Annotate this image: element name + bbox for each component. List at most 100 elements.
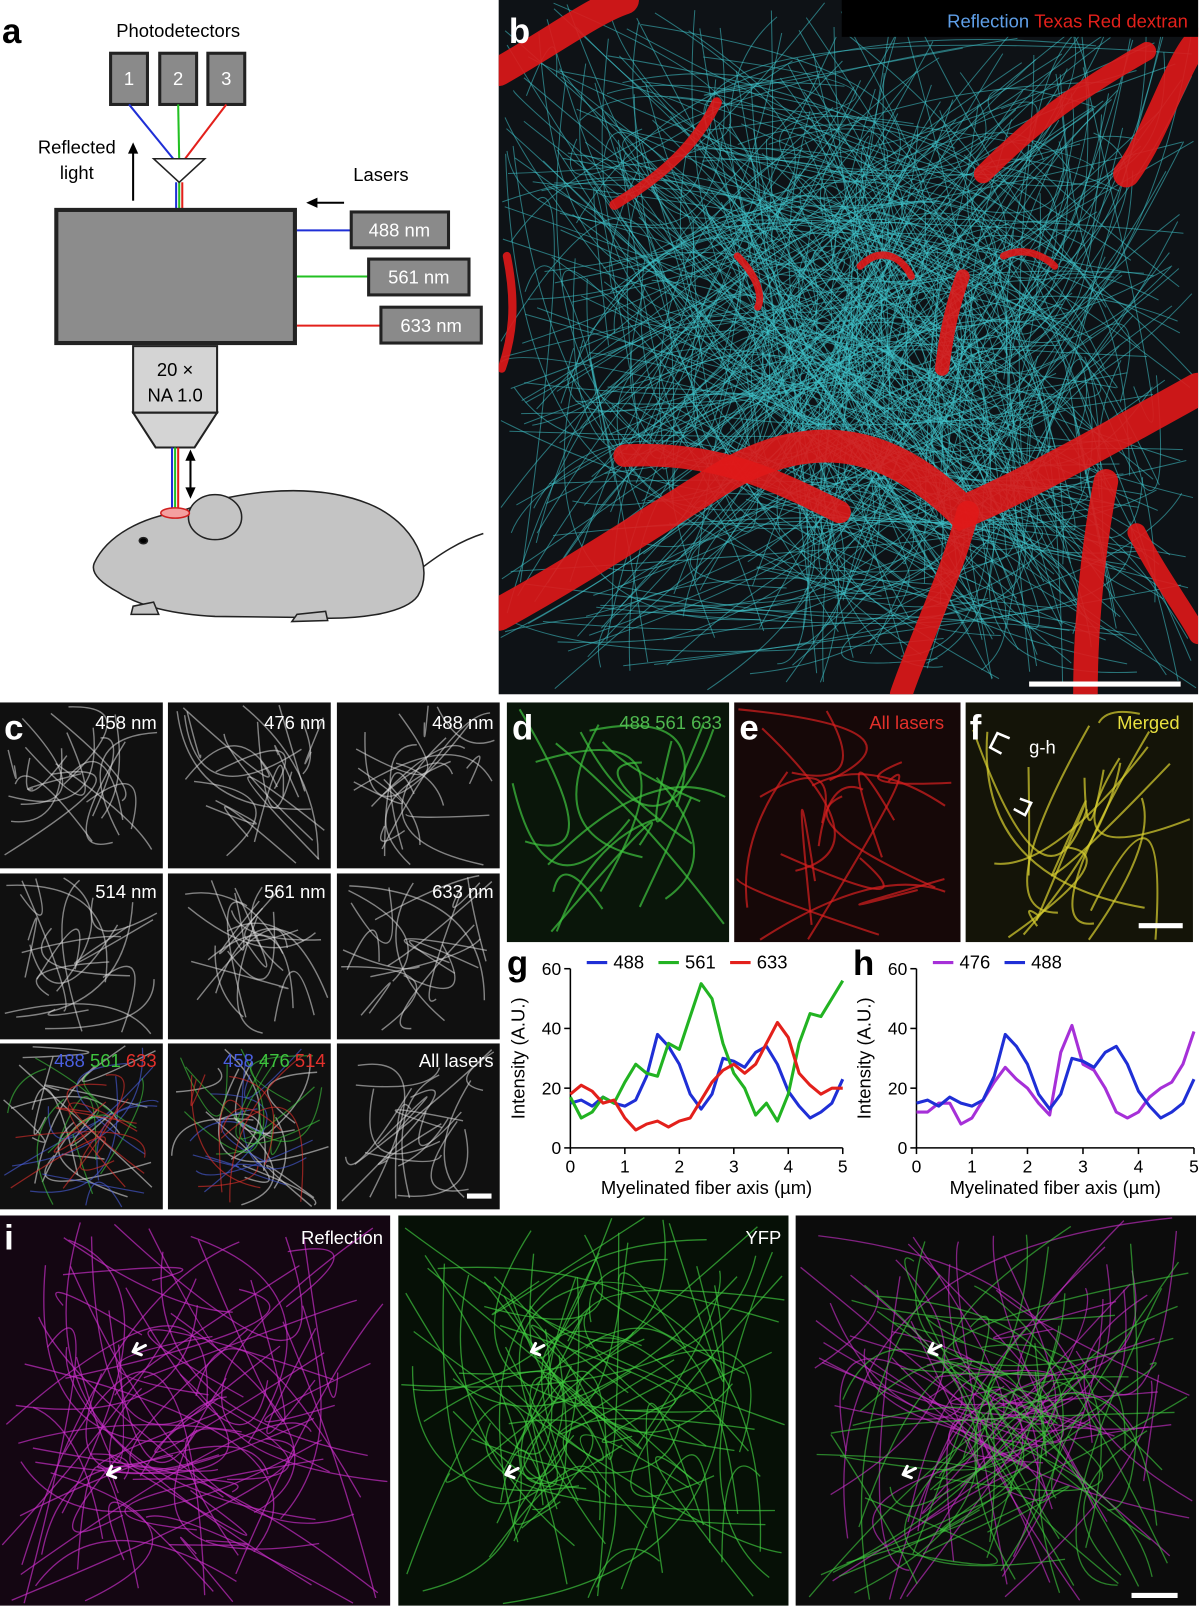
x-tick-label: 5	[1189, 1156, 1199, 1176]
fiber	[609, 205, 1083, 359]
fiber	[800, 809, 817, 925]
fiber	[921, 1283, 1131, 1515]
fiber	[513, 89, 889, 413]
arrow-head	[185, 449, 196, 461]
fiber	[652, 1504, 766, 1526]
micrograph-content	[498, 0, 1199, 695]
fiber	[506, 141, 1183, 229]
fiber	[981, 214, 1180, 650]
fiber	[35, 1373, 230, 1474]
fiber	[547, 786, 726, 866]
fiber	[19, 1445, 269, 1517]
fiber	[353, 767, 403, 805]
detector-number: 3	[221, 68, 231, 89]
fiber	[529, 1218, 613, 1359]
fiber	[36, 1098, 65, 1205]
fiber	[385, 760, 451, 866]
vessel	[889, 500, 979, 695]
fiber	[195, 1348, 362, 1498]
fiber	[1007, 846, 1088, 939]
fiber	[580, 62, 1023, 429]
fiber	[985, 1376, 1129, 1585]
fiber	[466, 877, 487, 962]
fiber	[504, 609, 1123, 636]
tile-label: 488 561 633	[54, 1050, 157, 1071]
fiber	[987, 1386, 1060, 1540]
fiber	[645, 1402, 705, 1573]
fiber	[14, 775, 93, 842]
fiber	[547, 1277, 582, 1403]
fiber	[798, 30, 1018, 563]
fiber	[233, 1116, 275, 1206]
laser-beams	[296, 229, 381, 327]
fiber	[364, 1151, 443, 1163]
fiber	[10, 748, 63, 823]
micrograph	[0, 702, 163, 869]
fiber	[852, 1406, 986, 1491]
fiber	[395, 882, 445, 1022]
fiber	[304, 717, 325, 765]
fiber	[85, 1181, 123, 1208]
fiber	[923, 318, 1064, 685]
fiber	[572, 27, 1193, 381]
y-tick-label: 60	[888, 959, 907, 979]
fiber	[394, 1109, 464, 1129]
fiber	[114, 1265, 300, 1396]
fiber	[364, 721, 472, 798]
fiber	[125, 1287, 269, 1426]
fiber	[851, 1299, 1115, 1321]
bracket	[988, 731, 1011, 755]
fiber	[525, 583, 812, 621]
fiber	[655, 776, 696, 900]
merge-entry: 458	[223, 1050, 254, 1071]
laser-box	[379, 305, 483, 345]
fiber	[66, 1083, 145, 1174]
reflected-label: Reflected	[38, 137, 116, 158]
fiber	[999, 1398, 1115, 1437]
fiber	[650, 53, 1063, 219]
fiber	[508, 1419, 594, 1529]
micrograph	[795, 1215, 1197, 1606]
fiber	[63, 1237, 233, 1313]
micrograph	[734, 702, 961, 943]
fiber	[579, 1434, 690, 1529]
arrows	[128, 142, 345, 499]
fiber	[511, 783, 631, 867]
fiber	[630, 1275, 783, 1498]
fiber	[341, 1089, 436, 1202]
fiber	[668, 1223, 725, 1383]
fiber	[865, 270, 1144, 492]
fiber	[622, 73, 1160, 486]
micrograph	[336, 873, 500, 1040]
fiber	[942, 1272, 1189, 1398]
fiber	[189, 1121, 264, 1142]
fiber	[185, 892, 284, 954]
fiber	[1075, 1288, 1163, 1586]
fiber	[589, 724, 686, 808]
fiber	[493, 1276, 617, 1588]
micrograph	[167, 873, 331, 1040]
fiber	[1008, 273, 1159, 625]
fiber	[427, 1267, 642, 1450]
fiber	[904, 1257, 1075, 1586]
fiber	[1097, 710, 1141, 724]
fiber	[485, 1422, 775, 1512]
fiber	[459, 1274, 575, 1547]
fiber	[772, 247, 1011, 570]
vessel	[1127, 523, 1199, 645]
fiber	[792, 100, 1104, 348]
fiber	[579, 728, 715, 807]
micrograph	[398, 1215, 789, 1606]
fiber	[22, 1046, 90, 1059]
y-tick-label: 60	[542, 959, 561, 979]
fiber	[512, 145, 942, 573]
fiber	[654, 492, 1183, 665]
fiber	[342, 949, 420, 970]
fiber	[712, 195, 958, 574]
fiber	[423, 1371, 564, 1542]
fiber	[6, 884, 108, 983]
fiber	[423, 705, 429, 738]
fiber	[7, 1068, 47, 1114]
fiber	[73, 919, 154, 965]
fiber	[791, 710, 844, 777]
